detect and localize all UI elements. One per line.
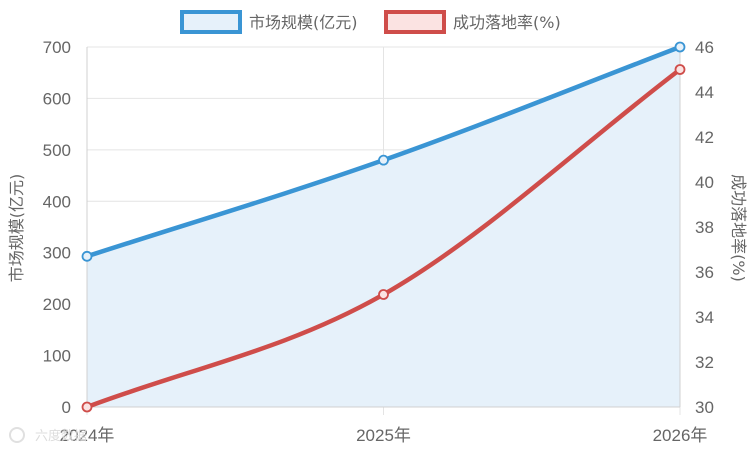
data-point-success-rate: [378, 289, 389, 300]
y-right-tick-label: 36: [695, 263, 714, 282]
data-points: [81, 41, 686, 413]
series-area-market-size: [87, 47, 680, 407]
y-right-tick-label: 42: [695, 128, 714, 147]
y-right-tick-label: 44: [695, 83, 714, 102]
x-tick-label: 2025年: [356, 426, 411, 445]
axes: [86, 47, 681, 408]
data-point-success-rate: [674, 64, 686, 75]
y-right-tick-label: 40: [695, 173, 714, 192]
y-left-tick-label: 200: [43, 295, 71, 314]
legend-label-success-rate: 成功落地率(%): [453, 13, 561, 32]
x-tick-label: 2024年: [60, 426, 115, 445]
y-left-tick-label: 700: [43, 38, 71, 57]
legend-swatch-market-size: [180, 10, 242, 34]
y-right-tick-label: 34: [695, 308, 714, 327]
data-point-market-size: [81, 250, 93, 262]
y-left-tick-label: 600: [43, 89, 71, 108]
y-left-tick-label: 300: [43, 244, 71, 263]
legend: 市场规模(亿元) 成功落地率(%): [180, 10, 561, 34]
data-point-success-rate: [81, 401, 93, 413]
data-point-market-size: [674, 41, 686, 53]
watermark-text: 六度数据: [35, 428, 87, 444]
y-left-tick-label: 100: [43, 347, 71, 366]
y-left-tick-label: 0: [62, 398, 71, 417]
y-axis-left-title: 市场规模(亿元): [7, 174, 26, 283]
y-axis-right-title: 成功落地率(%): [729, 174, 748, 282]
watermark: 六度数据: [9, 427, 87, 444]
y-right-tick-label: 32: [695, 353, 714, 372]
y-right-tick-label: 38: [695, 218, 714, 237]
y-right-tick-label: 30: [695, 398, 714, 417]
watermark-logo-icon: [9, 427, 25, 443]
area-fills: [87, 47, 680, 407]
legend-item-market-size[interactable]: 市场规模(亿元): [180, 10, 358, 34]
legend-label-market-size: 市场规模(亿元): [249, 13, 358, 32]
legend-item-success-rate[interactable]: 成功落地率(%): [384, 10, 561, 34]
y-left-tick-label: 400: [43, 192, 71, 211]
y-left-tick-label: 500: [43, 141, 71, 160]
data-point-market-size: [378, 154, 389, 166]
tick-labels: 0 100 200 300 400 500 600 700 30 32 34 36 38 40 42 44 46…: [43, 38, 714, 445]
y-right-tick-label: 46: [695, 38, 714, 57]
legend-swatch-success-rate: [384, 10, 446, 34]
x-tick-label: 2026年: [653, 426, 708, 445]
